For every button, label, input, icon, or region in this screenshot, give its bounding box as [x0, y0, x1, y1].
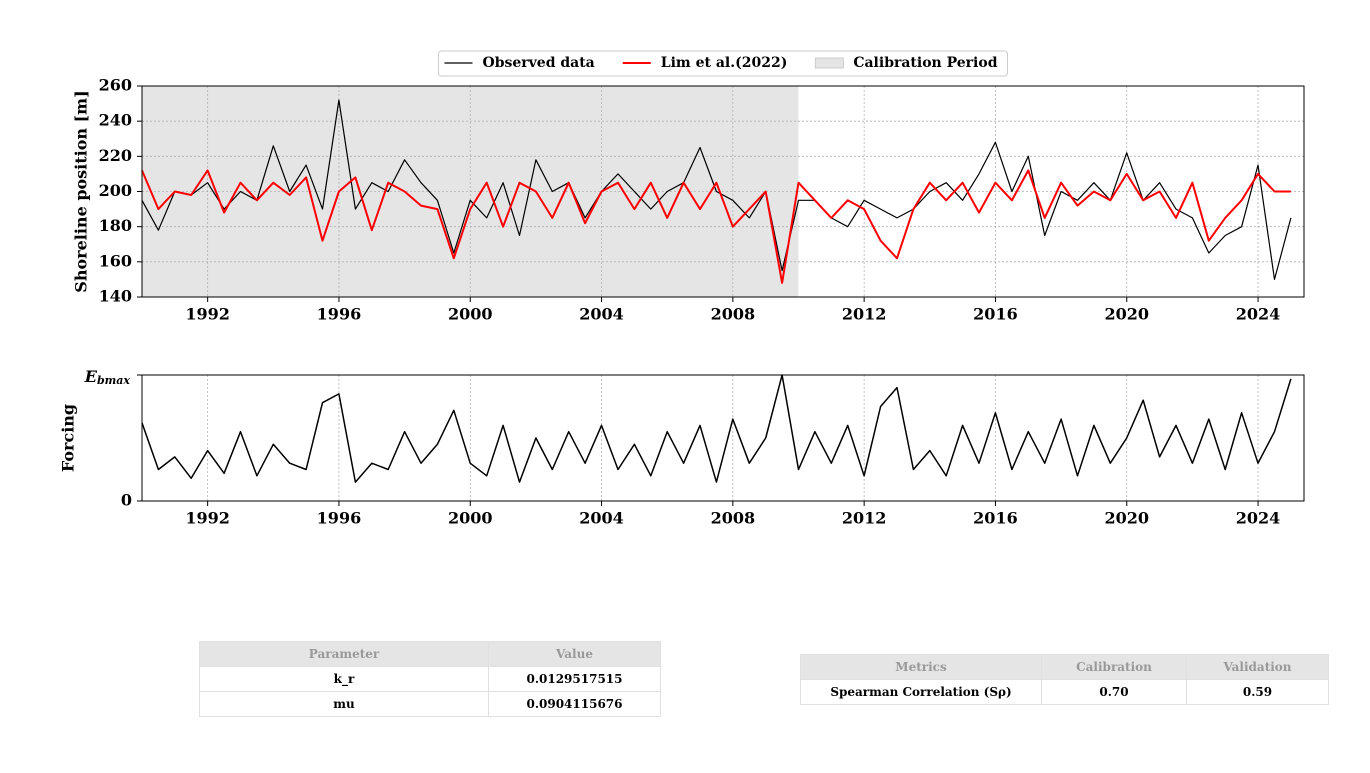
metrics-table: Metrics Calibration Validation Spearman Co… — [800, 654, 1329, 705]
chart: 1992 1996 2000 2004 2008 2012 2016 2020 20241401… — [59, 50, 1305, 528]
data-line — [141, 99, 1292, 280]
legend: Observed data Lim et al.(2022) Calibration… — [438, 50, 1008, 77]
x-tick-label: 2004 — [579, 305, 624, 324]
x-tick-label: 2000 — [448, 509, 493, 528]
cell: 0.70 — [1041, 679, 1187, 705]
x-tick-label: 2020 — [1104, 305, 1149, 324]
legend-label: Lim et al.(2022) — [661, 55, 788, 71]
cell: 0.0904115676 — [488, 691, 661, 717]
parameter-table: Parameter Value k_r 0.0129517515 mu 0.09041… — [199, 641, 661, 717]
y-tick-label: 180 — [99, 216, 132, 235]
header-cell: Metrics — [800, 654, 1042, 680]
cell: k_r — [199, 666, 489, 692]
header-cell: Value — [488, 641, 661, 667]
x-tick-label: 2012 — [842, 509, 887, 528]
x-tick-label: 2004 — [579, 509, 624, 528]
x-tick-label: 1996 — [317, 305, 362, 324]
cell: 0.0129517515 — [488, 666, 661, 692]
y-tick-label: 200 — [99, 181, 132, 200]
label-part: bmax — [97, 374, 130, 387]
y-tick-label: 140 — [99, 287, 132, 306]
header-cell: Validation — [1186, 654, 1329, 680]
legend-label: Observed data — [483, 55, 595, 71]
y-tick-label: 160 — [99, 251, 132, 270]
legend-swatch — [814, 57, 844, 69]
x-tick-label: 2008 — [711, 305, 756, 324]
cell: Spearman Correlation (Sρ) — [800, 679, 1042, 705]
x-tick-label: 2016 — [973, 305, 1018, 324]
x-tick-label: 2024 — [1236, 509, 1281, 528]
x-tick-label: 2024 — [1236, 305, 1281, 324]
label-part: E — [84, 367, 98, 386]
y-tick-label: 0 — [121, 491, 132, 510]
cell: mu — [199, 691, 489, 717]
x-tick-label: 1992 — [185, 305, 230, 324]
x-tick-label: 2016 — [973, 509, 1018, 528]
x-tick-label: 2000 — [448, 305, 493, 324]
y-tick-label: 240 — [99, 111, 132, 130]
legend-label: Calibration Period — [853, 55, 997, 71]
data-line — [141, 374, 1292, 483]
cell: 0.59 — [1186, 679, 1329, 705]
x-tick-label: 2008 — [711, 509, 756, 528]
x-tick-label: 2020 — [1104, 509, 1149, 528]
x-tick-label: 1996 — [317, 509, 362, 528]
x-tick-label: 1992 — [185, 509, 230, 528]
header-cell: Parameter — [199, 641, 489, 667]
plot-frame — [141, 85, 1305, 298]
x-tick-label: 2012 — [842, 305, 887, 324]
y-axis-label: Shoreline position [m] — [72, 90, 91, 292]
y-tick-label: 220 — [99, 146, 132, 165]
data-line — [141, 169, 1291, 284]
y-tick-label: Ebmax — [84, 367, 131, 388]
y-axis-label: Forcing — [59, 404, 78, 472]
y-tick-label: 260 — [99, 76, 132, 95]
plot-frame — [141, 374, 1305, 502]
legend-box — [438, 50, 1008, 77]
header-cell: Calibration — [1041, 654, 1187, 680]
